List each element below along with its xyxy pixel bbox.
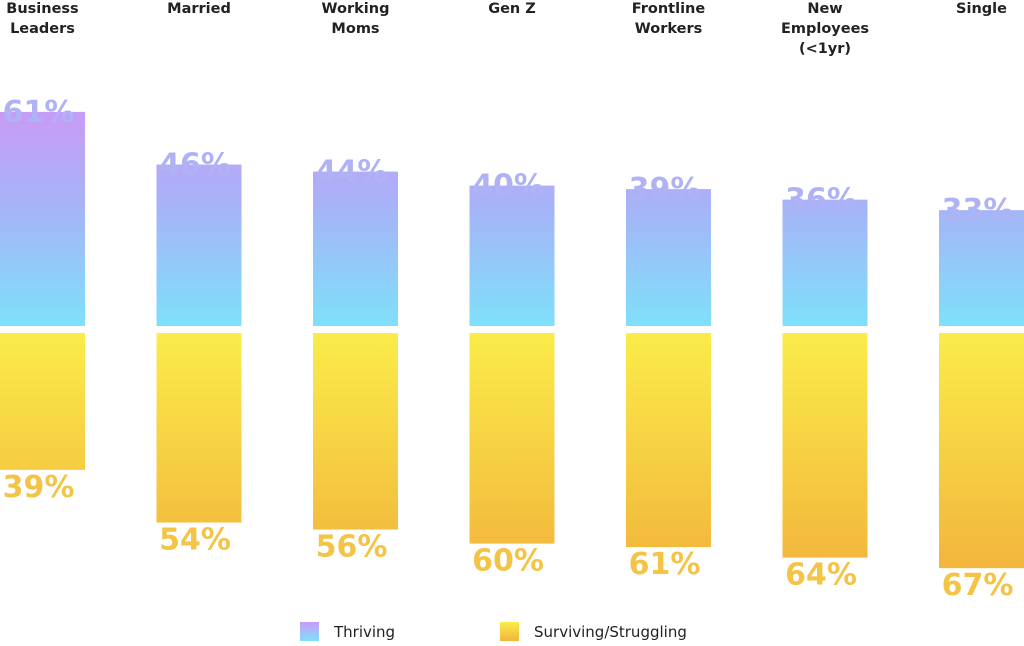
thriving-value-label: 36% [785, 183, 857, 218]
thriving-bars [0, 111, 1024, 326]
thriving-bar [0, 111, 85, 326]
thriving-value-label: 40% [472, 169, 544, 204]
thriving-swatch-icon [300, 622, 319, 641]
surviving-value-label: 64% [785, 558, 857, 593]
category-label: Single [956, 1, 1007, 17]
surviving-bar [626, 333, 711, 548]
thriving-value-label: 39% [629, 172, 701, 207]
legend-item-surviving[interactable]: Surviving/Struggling [500, 622, 687, 641]
surviving-bar [313, 333, 398, 530]
thriving-bar [313, 171, 398, 326]
legend-label-surviving: Surviving/Struggling [534, 622, 687, 641]
surviving-bar [939, 333, 1024, 569]
surviving-value-label: 56% [316, 530, 388, 565]
thriving-bar [626, 189, 711, 326]
category-label: Frontline Workers [632, 1, 706, 37]
legend-label-thriving: Thriving [334, 622, 396, 641]
category-label: Working Moms [322, 1, 390, 37]
thriving-bar [939, 210, 1024, 326]
thriving-value-labels: 61% 46% 44% 40% 39% 36% 33% [3, 95, 1014, 228]
surviving-bar [782, 333, 868, 558]
thriving-value-label: 44% [316, 155, 388, 190]
surviving-value-label: 61% [629, 547, 701, 582]
thriving-value-label: 33% [942, 193, 1014, 228]
surviving-value-label: 39% [3, 470, 75, 505]
category-label: Gen Z [488, 1, 536, 17]
legend-item-thriving[interactable]: Thriving [300, 622, 395, 641]
surviving-bars [0, 333, 1024, 569]
surviving-bar [0, 333, 85, 470]
surviving-value-label: 60% [472, 544, 544, 579]
surviving-value-label: 67% [942, 568, 1014, 603]
category-label: Business Leaders [6, 1, 78, 37]
surviving-bar [469, 333, 555, 544]
category-label: New Employees (<1yr) [781, 1, 869, 57]
legend: Thriving Surviving/Struggling [0, 622, 1024, 646]
category-labels: Business Leaders Married Working Moms Gen Z Fr… [6, 1, 1007, 57]
thriving-bar [782, 199, 868, 326]
surviving-bar [156, 333, 242, 523]
category-label: Married [167, 1, 231, 17]
thriving-bar [469, 185, 555, 326]
thriving-bar [156, 164, 242, 326]
surviving-value-label: 54% [159, 523, 231, 558]
surviving-value-labels: 39% 54% 56% 60% 61% 64% 67% [3, 470, 1014, 603]
thriving-value-label: 46% [159, 148, 231, 183]
thriving-value-label: 61% [3, 95, 75, 130]
surviving-swatch-icon [500, 622, 519, 641]
